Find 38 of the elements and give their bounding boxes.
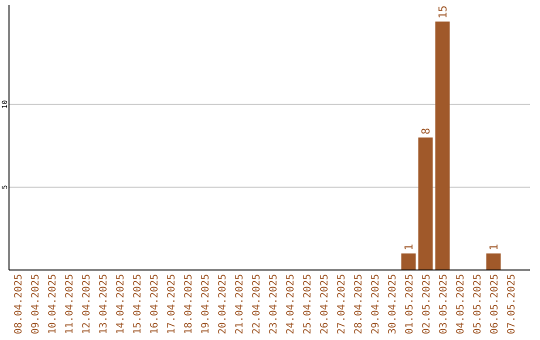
x-tick-label: 29.04.2025 (370, 274, 382, 334)
x-tick-label: 28.04.2025 (354, 274, 364, 334)
x-tick-label: 22.04.2025 (252, 274, 262, 334)
x-tick-label: 15.04.2025 (132, 274, 144, 334)
bar (418, 138, 433, 270)
x-tick-label: 08.04.2025 (14, 274, 24, 334)
x-tick-label: 16.04.2025 (150, 274, 160, 334)
x-tick-label: 27.04.2025 (336, 274, 348, 334)
x-tick-label: 26.04.2025 (320, 274, 330, 334)
x-tick-label: 30.04.2025 (388, 274, 398, 334)
data-label: 1 (488, 244, 500, 250)
x-tick-label: 02.05.2025 (422, 274, 432, 334)
x-tick-label: 01.05.2025 (404, 274, 416, 334)
x-tick-label: 21.04.2025 (234, 274, 246, 334)
bar (486, 253, 501, 270)
x-tick-label: 03.05.2025 (438, 274, 450, 334)
x-tick-label: 14.04.2025 (116, 274, 126, 334)
x-tick-label: 12.04.2025 (82, 274, 92, 334)
x-tick-label: 11.04.2025 (64, 274, 76, 334)
x-tick-label: 18.04.2025 (184, 274, 194, 334)
x-tick-label: 19.04.2025 (200, 274, 212, 334)
x-tick-label: 23.04.2025 (268, 274, 280, 334)
x-tick-label: 07.05.2025 (506, 274, 518, 334)
x-tick-label: 10.04.2025 (48, 274, 58, 334)
bar (401, 253, 416, 270)
x-tick-label: 06.05.2025 (490, 274, 500, 334)
x-tick-label: 05.05.2025 (472, 274, 484, 334)
x-tick-label: 09.04.2025 (30, 274, 42, 334)
data-label: 8 (420, 128, 432, 134)
x-tick-label: 04.05.2025 (456, 274, 466, 334)
data-label: 1 (402, 244, 416, 250)
x-tick-label: 13.04.2025 (98, 274, 110, 334)
x-tick-label: 20.04.2025 (218, 274, 228, 334)
data-label: 15 (436, 5, 450, 19)
x-tick-label: 17.04.2025 (166, 274, 178, 334)
x-tick-label: 24.04.2025 (286, 274, 296, 334)
bar (435, 22, 450, 270)
x-tick-label: 25.04.2025 (302, 274, 314, 334)
